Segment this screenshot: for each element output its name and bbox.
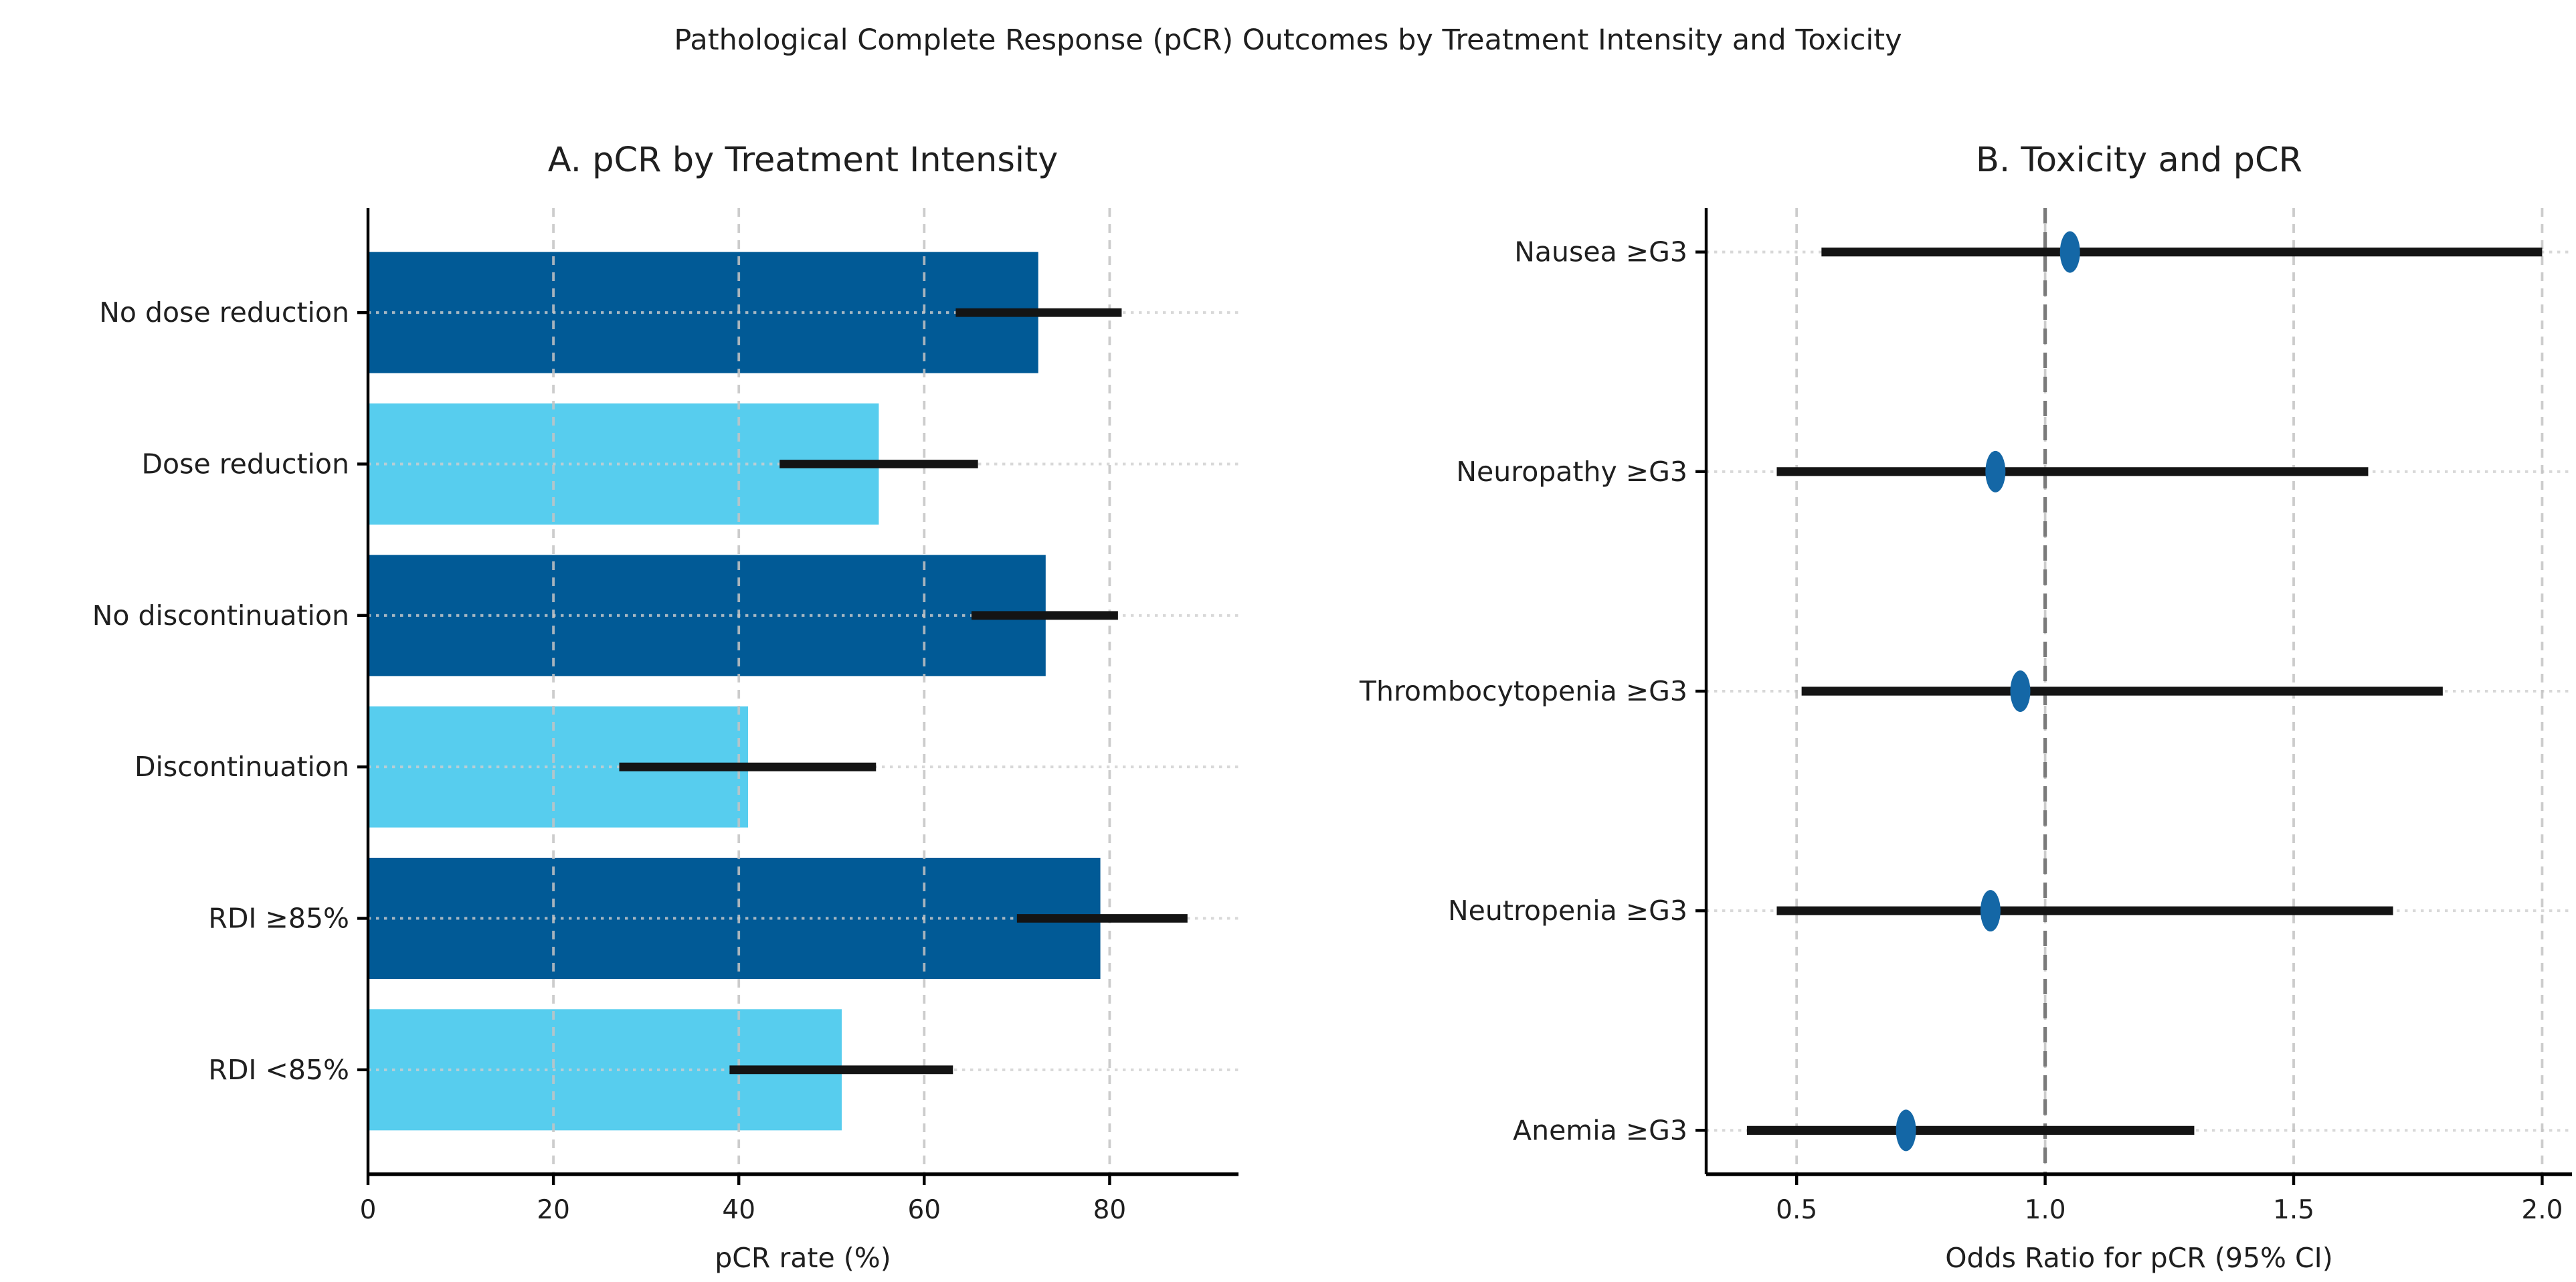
bar-rdi-85 bbox=[368, 857, 1101, 980]
category-label-neuropathy-g3: Neuropathy ≥G3 bbox=[1456, 456, 1687, 488]
x-tick-label-0: 0 bbox=[360, 1195, 377, 1225]
panel-a-xaxis-label: pCR rate (%) bbox=[715, 1242, 891, 1274]
panel-b-axes: 0.5 1.0 1.5 2.0 Nausea ≥G3 Neuropathy ≥G3 Thro… bbox=[1359, 208, 2572, 1225]
or-point-anemia-g3 bbox=[1896, 1109, 1916, 1152]
x-tick-label-60: 60 bbox=[907, 1195, 941, 1225]
x-tick-label-0.5: 0.5 bbox=[1776, 1195, 1817, 1225]
or-point-thrombocytopenia-g3 bbox=[2010, 670, 2031, 712]
or-point-nausea-g3 bbox=[2059, 231, 2080, 273]
category-label-neutropenia-g3: Neutropenia ≥G3 bbox=[1448, 895, 1687, 927]
category-label-thrombocytopenia-g3: Thrombocytopenia ≥G3 bbox=[1359, 675, 1687, 707]
or-point-neuropathy-g3 bbox=[1985, 450, 2006, 492]
category-label-rdi-85: RDI ≥85% bbox=[208, 902, 349, 934]
x-tick-label-1.0: 1.0 bbox=[2025, 1195, 2066, 1225]
panel-b-xaxis-label: Odds Ratio for pCR (95% CI) bbox=[1945, 1242, 2332, 1274]
category-label-anemia-g3: Anemia ≥G3 bbox=[1513, 1114, 1687, 1146]
panel-b-title: B. Toxicity and pCR bbox=[1976, 141, 2302, 180]
or-point-neutropenia-g3 bbox=[1980, 890, 2001, 932]
x-tick-label-1.5: 1.5 bbox=[2273, 1195, 2314, 1225]
x-tick-label-40: 40 bbox=[722, 1195, 755, 1225]
category-label-no-dose-reduction: No dose reduction bbox=[99, 296, 349, 329]
x-tick-label-80: 80 bbox=[1093, 1195, 1127, 1225]
bar-no-dose-reduction bbox=[368, 252, 1038, 373]
category-label-rdi-<85: RDI <85% bbox=[208, 1054, 349, 1086]
panel-a-axes: 0 20 40 60 80 No dose reduction Dose reduction… bbox=[92, 208, 1238, 1225]
category-label-dose-reduction: Dose reduction bbox=[141, 448, 349, 480]
figure-title: Pathological Complete Response (pCR) Out… bbox=[674, 23, 1902, 57]
x-tick-label-20: 20 bbox=[537, 1195, 570, 1225]
category-label-nausea-g3: Nausea ≥G3 bbox=[1514, 236, 1687, 268]
panel-a-title: A. pCR by Treatment Intensity bbox=[548, 141, 1059, 180]
category-label-no-discontinuation: No discontinuation bbox=[92, 600, 349, 632]
category-label-discontinuation: Discontinuation bbox=[134, 751, 349, 783]
x-tick-label-2.0: 2.0 bbox=[2521, 1195, 2563, 1225]
